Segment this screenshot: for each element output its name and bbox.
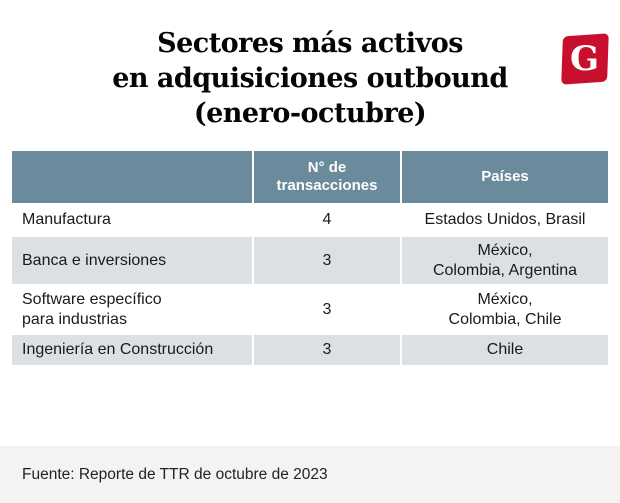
cell-paises: Estados Unidos, Brasil [402, 205, 608, 236]
cell-sector: Software específico para industrias [12, 286, 252, 334]
cell-sector: Manufactura [12, 205, 252, 236]
header-sector [12, 151, 252, 204]
table-row: Ingeniería en Construcción 3 Chile [12, 335, 608, 366]
cell-paises: Chile [402, 335, 608, 366]
source-bar: Fuente: Reporte de TTR de octubre de 202… [0, 446, 620, 503]
table-row: Banca e inversiones 3 México, Colombia, … [12, 237, 608, 285]
title-line-2: en adquisiciones outbound [112, 63, 508, 95]
cell-sector: Banca e inversiones [12, 237, 252, 285]
table-row: Software específico para industrias 3 Mé… [12, 286, 608, 334]
title-line-1: Sectores más activos [157, 28, 463, 59]
logo-letter: G [570, 39, 600, 80]
cell-paises: México, Colombia, Chile [402, 286, 608, 334]
cell-paises: México, Colombia, Argentina [402, 237, 608, 285]
page-title: Sectores más activos en adquisiciones ou… [40, 26, 580, 131]
sectors-table: N° de transacciones Países Manufactura 4… [12, 151, 608, 366]
cell-transacciones: 3 [254, 286, 400, 334]
cell-transacciones: 4 [254, 205, 400, 236]
header-transacciones: N° de transacciones [254, 151, 400, 204]
gestion-logo: G [561, 33, 609, 85]
header-paises: Países [402, 151, 608, 204]
title-line-3: (enero-octubre) [193, 98, 427, 130]
table-row: Manufactura 4 Estados Unidos, Brasil [12, 205, 608, 236]
source-text: Fuente: Reporte de TTR de octubre de 202… [22, 465, 328, 483]
cell-transacciones: 3 [254, 237, 400, 285]
cell-transacciones: 3 [254, 335, 400, 366]
cell-sector: Ingeniería en Construcción [12, 335, 252, 366]
table-header-row: N° de transacciones Países [12, 151, 608, 204]
